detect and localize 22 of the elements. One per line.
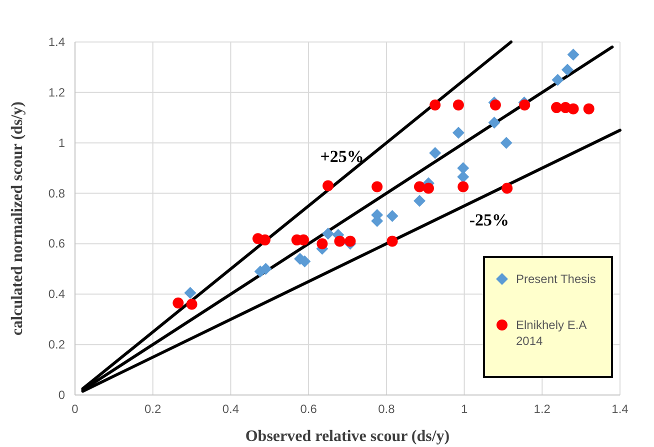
x-tick-label: 1.4 [612, 402, 629, 416]
y-tick-label: 0.6 [48, 236, 66, 251]
legend-label: Present Thesis [516, 272, 596, 286]
y-tick-label: 0 [58, 388, 66, 402]
x-tick-label: 1.2 [534, 402, 551, 416]
x-tick-label: 1 [460, 402, 468, 416]
y-tick-label: 0.8 [48, 186, 66, 200]
x-axis-title: Observed relative scour (ds/y) [245, 428, 450, 445]
annotation: +25% [320, 147, 364, 166]
annotation: -25% [469, 210, 510, 230]
y-tick-label: 1 [58, 136, 66, 150]
y-tick-label: 1.4 [48, 35, 66, 49]
x-tick-label: 0.8 [378, 402, 396, 416]
legend-label: Elnikhely E.A 2014 [516, 318, 587, 348]
y-tick-label: 1.2 [48, 85, 66, 100]
x-tick-label: 0.4 [222, 402, 240, 416]
x-tick-label: 0 [72, 402, 79, 416]
x-tick-label: 0.2 [144, 402, 162, 416]
y-axis-title: calculated normalized scour (ds/y) [9, 102, 26, 336]
y-tick-label: 0.4 [48, 287, 66, 302]
x-tick-label: 0.6 [300, 402, 318, 416]
y-tick-label: 0.2 [48, 338, 66, 352]
